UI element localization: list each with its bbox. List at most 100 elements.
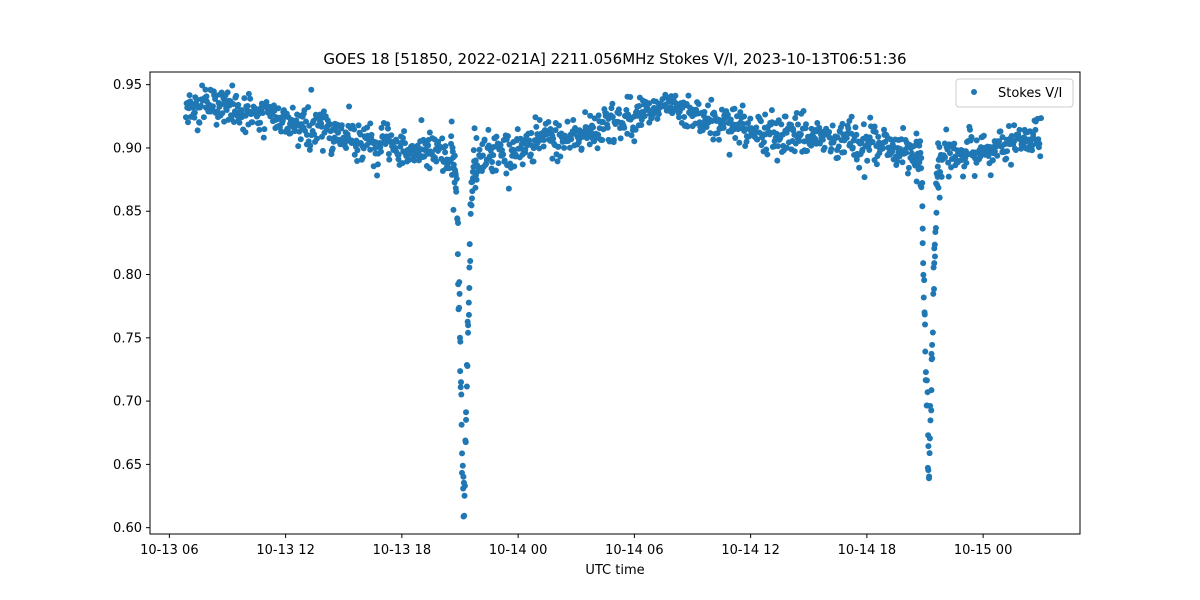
- data-point: [945, 173, 952, 180]
- x-tick-label: 10-14 12: [721, 543, 779, 558]
- data-point: [873, 161, 880, 168]
- data-point: [1005, 123, 1012, 130]
- data-point: [307, 142, 314, 149]
- data-point: [925, 467, 932, 474]
- data-point: [233, 92, 240, 99]
- data-point: [461, 492, 468, 499]
- data-point: [641, 113, 648, 119]
- data-point: [720, 120, 727, 127]
- data-point: [732, 134, 739, 141]
- data-point: [595, 112, 602, 119]
- data-point: [329, 145, 336, 152]
- data-point: [726, 151, 733, 158]
- data-point: [684, 123, 691, 130]
- data-point: [636, 102, 643, 109]
- data-point: [727, 116, 734, 123]
- data-point: [963, 159, 970, 166]
- legend-box: [955, 78, 1074, 108]
- data-point: [926, 450, 933, 457]
- data-point: [797, 131, 804, 138]
- data-point: [351, 126, 358, 133]
- data-point: [792, 115, 799, 122]
- data-point: [214, 108, 221, 115]
- data-point: [199, 82, 206, 89]
- data-point: [708, 96, 715, 103]
- data-point: [860, 121, 867, 128]
- data-point: [388, 132, 395, 139]
- data-point: [604, 124, 611, 131]
- data-point: [313, 135, 320, 142]
- data-point: [926, 435, 933, 442]
- data-point: [465, 311, 472, 318]
- data-point: [943, 126, 950, 133]
- data-point: [707, 130, 714, 137]
- data-point: [782, 113, 789, 120]
- data-point: [368, 131, 375, 138]
- data-point: [861, 174, 868, 181]
- data-point: [555, 122, 562, 129]
- data-point: [841, 149, 848, 156]
- data-point: [495, 160, 502, 167]
- data-point: [457, 338, 464, 345]
- data-point: [364, 124, 371, 131]
- data-point: [931, 253, 938, 260]
- data-point: [921, 309, 928, 316]
- data-point: [590, 124, 597, 131]
- data-point: [245, 90, 252, 97]
- data-point: [933, 209, 940, 216]
- data-point: [219, 110, 226, 117]
- data-point: [472, 184, 479, 191]
- data-point: [754, 136, 761, 143]
- data-point: [462, 439, 469, 446]
- data-point: [928, 350, 935, 357]
- data-point: [401, 128, 408, 135]
- data-point: [193, 96, 200, 103]
- data-point: [393, 138, 400, 145]
- data-point: [922, 321, 929, 328]
- data-point: [182, 114, 189, 121]
- data-point: [905, 164, 912, 171]
- data-point: [623, 106, 630, 113]
- data-point: [595, 131, 602, 138]
- data-point: [987, 172, 994, 179]
- data-point: [910, 143, 917, 150]
- data-point: [845, 125, 852, 132]
- data-point: [467, 258, 474, 265]
- data-point: [197, 102, 204, 109]
- data-point: [685, 92, 692, 99]
- data-point: [768, 107, 775, 114]
- data-point: [928, 407, 935, 414]
- data-point: [236, 119, 243, 126]
- data-point: [819, 136, 826, 143]
- data-point: [720, 124, 727, 131]
- data-point: [736, 139, 743, 146]
- data-point: [793, 109, 800, 116]
- y-tick-label: 0.95: [113, 78, 142, 93]
- data-point: [918, 165, 925, 172]
- data-point: [930, 264, 937, 271]
- x-tick-label: 10-15 00: [954, 543, 1012, 558]
- data-point: [1003, 155, 1010, 162]
- data-point: [385, 151, 392, 158]
- data-point: [999, 134, 1006, 141]
- data-point: [997, 128, 1004, 135]
- data-point: [196, 119, 203, 126]
- data-points: [182, 82, 1044, 520]
- data-point: [913, 178, 920, 185]
- data-point: [931, 260, 938, 267]
- data-point: [1011, 122, 1018, 129]
- data-point: [469, 195, 475, 202]
- data-point: [922, 369, 929, 376]
- data-point: [467, 210, 474, 217]
- data-point: [675, 114, 682, 121]
- data-point: [464, 362, 471, 369]
- data-point: [377, 148, 384, 155]
- data-point: [1032, 126, 1039, 133]
- data-point: [503, 170, 510, 177]
- data-point: [994, 152, 1001, 159]
- data-point: [295, 143, 302, 150]
- data-point: [289, 104, 296, 111]
- data-point: [247, 95, 254, 102]
- data-point: [297, 136, 304, 143]
- data-point: [936, 194, 943, 201]
